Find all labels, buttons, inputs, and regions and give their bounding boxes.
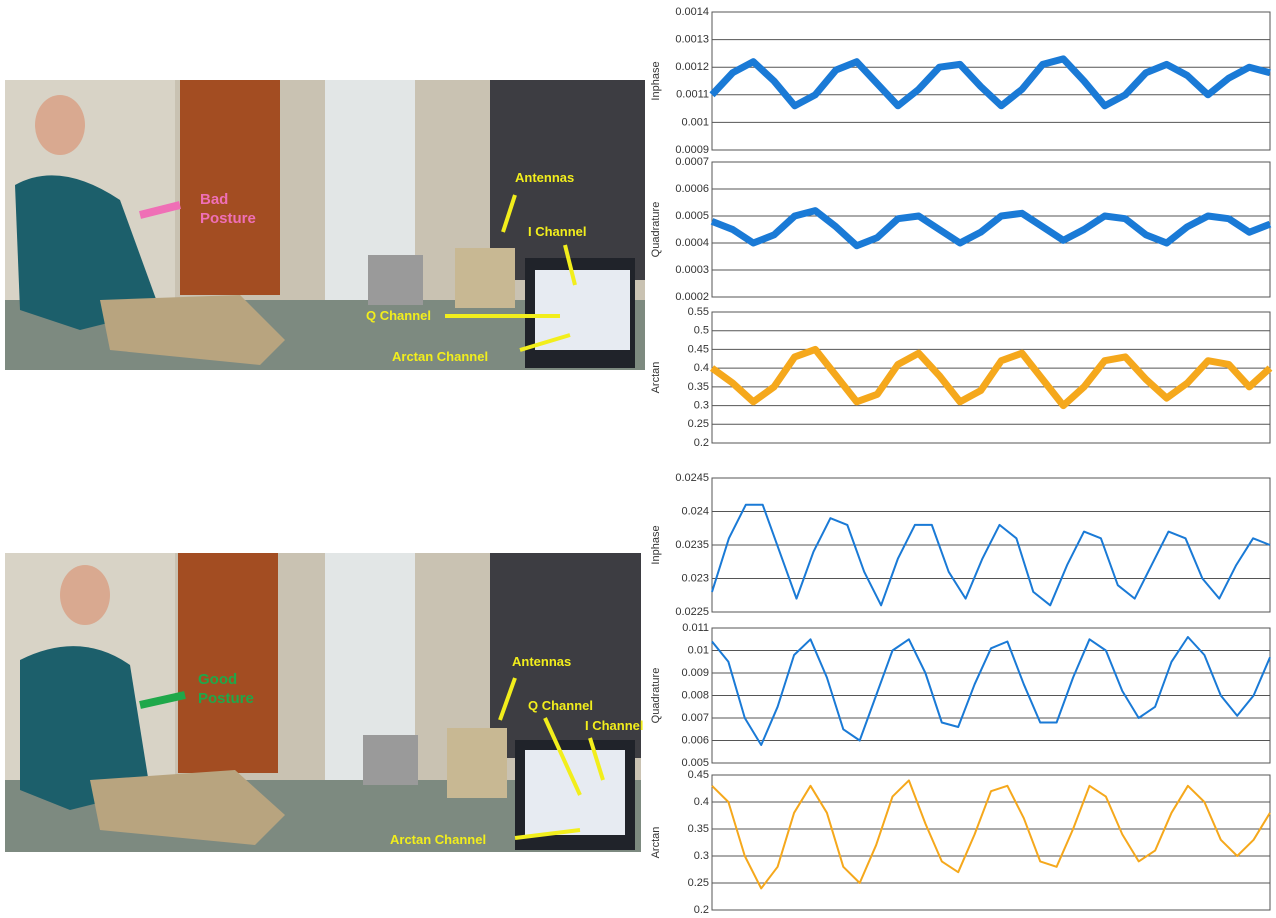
y-tick-label: 0.024 bbox=[681, 505, 709, 517]
y-axis-label: Inphase bbox=[650, 61, 662, 100]
y-tick-label: 0.0009 bbox=[675, 144, 709, 156]
y-tick-label: 0.008 bbox=[681, 689, 709, 701]
y-tick-label: 0.0235 bbox=[675, 539, 709, 551]
plot-frame bbox=[712, 12, 1270, 150]
y-tick-label: 0.001 bbox=[681, 116, 709, 128]
posture-label: Bad Posture bbox=[200, 190, 270, 228]
chart: 0.2 0.25 0.3 0.35 0.4 0.45 0.5 0.55 Arctan bbox=[650, 306, 1270, 449]
y-tick-label: 0.2 bbox=[694, 904, 709, 916]
y-tick-label: 0.3 bbox=[694, 850, 709, 862]
y-tick-label: 0.006 bbox=[681, 734, 709, 746]
y-axis-label: Quadrature bbox=[650, 202, 662, 258]
page: {"photos": [ {"posture": "Bad Posture", … bbox=[0, 0, 1276, 918]
laptop-screen bbox=[535, 270, 630, 350]
head bbox=[35, 95, 85, 155]
y-tick-label: 0.35 bbox=[688, 381, 709, 393]
y-tick-label: 0.2 bbox=[694, 437, 709, 449]
photo-label: Antennas bbox=[515, 168, 574, 187]
y-tick-label: 0.25 bbox=[688, 877, 709, 889]
books bbox=[455, 248, 515, 308]
door bbox=[178, 553, 278, 773]
y-tick-label: 0.3 bbox=[694, 399, 709, 411]
y-tick-label: 0.0245 bbox=[675, 472, 709, 484]
y-tick-label: 0.0007 bbox=[675, 156, 709, 168]
bin bbox=[368, 255, 423, 305]
y-tick-label: 0.45 bbox=[688, 769, 709, 781]
y-tick-label: 0.25 bbox=[688, 418, 709, 430]
y-tick-label: 0.4 bbox=[694, 796, 709, 808]
y-tick-label: 0.45 bbox=[688, 343, 709, 355]
photo-label: Q Channel bbox=[366, 306, 431, 325]
photo-label: Q Channel bbox=[528, 696, 593, 715]
y-tick-label: 0.007 bbox=[681, 712, 709, 724]
y-axis-label: Arctan bbox=[650, 362, 662, 394]
photo-label: I Channel bbox=[585, 716, 644, 735]
bin bbox=[363, 735, 418, 785]
y-tick-label: 0.01 bbox=[688, 644, 709, 656]
photo-label: Antennas bbox=[512, 652, 571, 671]
y-tick-label: 0.0003 bbox=[675, 264, 709, 276]
y-axis-label: Inphase bbox=[650, 525, 662, 564]
y-axis-label: Quadrature bbox=[650, 668, 662, 724]
y-tick-label: 0.0011 bbox=[676, 89, 709, 101]
y-tick-label: 0.009 bbox=[681, 667, 709, 679]
laptop-screen bbox=[525, 750, 625, 835]
door bbox=[180, 80, 280, 295]
y-tick-label: 0.0006 bbox=[675, 183, 709, 195]
photo-label: Arctan Channel bbox=[390, 830, 486, 849]
y-tick-label: 0.023 bbox=[681, 572, 709, 584]
photo-label: I Channel bbox=[528, 222, 587, 241]
y-tick-label: 0.0012 bbox=[675, 61, 709, 73]
books bbox=[447, 728, 507, 798]
chart: 0.005 0.006 0.007 0.008 0.009 0.01 0.011 Quadra… bbox=[650, 622, 1270, 769]
y-tick-label: 0.5 bbox=[694, 325, 709, 337]
chart: 0.0002 0.0003 0.0004 0.0005 0.0006 0.0007 Quad… bbox=[650, 156, 1270, 303]
photo-label: Arctan Channel bbox=[392, 347, 488, 366]
chart: 0.0009 0.001 0.0011 0.0012 0.0013 0.0014 Inpha… bbox=[650, 6, 1270, 156]
chart: 0.0225 0.023 0.0235 0.024 0.0245 Inphase bbox=[650, 472, 1270, 618]
y-tick-label: 0.0013 bbox=[675, 34, 709, 46]
y-tick-label: 0.0004 bbox=[675, 237, 709, 249]
y-tick-label: 0.55 bbox=[688, 306, 709, 318]
y-tick-label: 0.0014 bbox=[675, 6, 709, 18]
figure: 0.0009 0.001 0.0011 0.0012 0.0013 0.0014 Inpha… bbox=[0, 0, 1276, 918]
y-axis-label: Arctan bbox=[650, 827, 662, 859]
y-tick-label: 0.4 bbox=[694, 362, 709, 374]
head bbox=[60, 565, 110, 625]
y-tick-label: 0.005 bbox=[681, 757, 709, 769]
y-tick-label: 0.011 bbox=[682, 622, 709, 634]
y-tick-label: 0.0005 bbox=[675, 210, 709, 222]
y-tick-label: 0.0002 bbox=[675, 291, 709, 303]
y-tick-label: 0.35 bbox=[688, 823, 709, 835]
chart: 0.2 0.25 0.3 0.35 0.4 0.45 Arctan bbox=[650, 769, 1270, 916]
plot-frame bbox=[712, 775, 1270, 910]
y-tick-label: 0.0225 bbox=[675, 606, 709, 618]
posture-label: Good Posture bbox=[198, 670, 268, 708]
